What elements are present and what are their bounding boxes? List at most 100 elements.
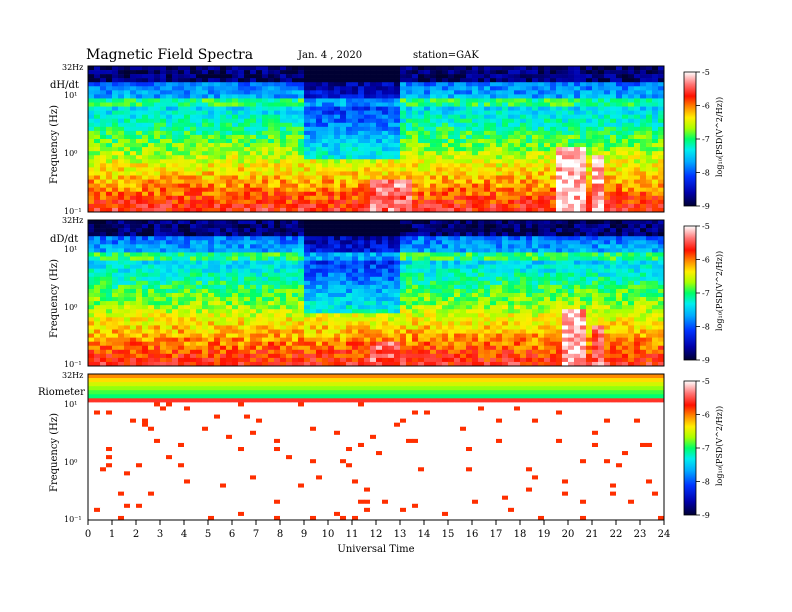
heatmap-cell [622,199,629,205]
heatmap-cell [472,268,479,274]
heatmap-cell [388,280,395,286]
heatmap-cell [196,224,203,229]
heatmap-cell [412,139,419,144]
heatmap-cell [478,82,485,87]
heatmap-cell [538,114,545,120]
heatmap-cell [100,183,107,188]
heatmap-cell [550,171,557,176]
heatmap-cell [394,224,401,229]
heatmap-cell [136,199,143,205]
heatmap-cell [418,248,425,253]
heatmap-cell [136,171,143,176]
heatmap-cell [634,167,641,172]
heatmap-cell [466,199,473,205]
heatmap-cell [448,118,455,124]
heatmap-cell [310,147,317,152]
heatmap-cell [418,94,425,99]
heatmap-cell [280,159,287,164]
heatmap-cell [232,143,239,148]
heatmap-cell [274,248,281,253]
heatmap-cell [256,236,263,241]
heatmap-cell [298,82,305,87]
heatmap-cell [394,228,401,233]
heatmap-cell [172,199,179,205]
heatmap-cell [88,70,95,75]
heatmap-cell [574,66,581,71]
heatmap-cell [178,122,185,128]
heatmap-cell [538,66,545,71]
heatmap-cell [268,240,275,245]
heatmap-cell [292,280,299,286]
heatmap-cell [574,167,581,172]
heatmap-cell [346,256,353,261]
heatmap-cell [256,106,263,111]
heatmap-cell [178,207,185,213]
heatmap-cell [448,106,455,111]
heatmap-cell [172,94,179,99]
heatmap-cell [208,183,215,188]
heatmap-cell [298,134,305,140]
heatmap-cell [526,264,533,269]
heatmap-cell [586,70,593,75]
heatmap-cell [520,90,527,95]
heatmap-cell [160,207,167,213]
heatmap-cell [430,78,437,83]
heatmap-cell [424,272,431,278]
heatmap-cell [220,220,227,225]
heatmap-cell [292,183,299,188]
heatmap-cell [412,70,419,75]
heatmap-cell [100,256,107,261]
heatmap-cell [628,122,635,128]
heatmap-cell [316,102,323,107]
heatmap-cell [508,147,515,152]
heatmap-cell [454,195,461,201]
heatmap-cell [268,159,275,164]
heatmap-cell [148,171,155,176]
heatmap-cell [250,248,257,253]
heatmap-cell [490,260,497,265]
heatmap-cell [460,179,467,184]
heatmap-cell [562,66,569,71]
heatmap-cell [172,90,179,95]
heatmap-cell [424,139,431,144]
heatmap-cell [352,179,359,184]
heatmap-cell [490,256,497,261]
heatmap-cell [208,122,215,128]
heatmap-cell [526,143,533,148]
heatmap-cell [124,256,131,261]
heatmap-cell [490,102,497,107]
heatmap-cell [142,159,149,164]
heatmap-cell [190,151,197,156]
heatmap-cell [334,167,341,172]
heatmap-cell [610,272,617,278]
heatmap-cell [316,122,323,128]
heatmap-cell [196,139,203,144]
heatmap-cell [244,163,251,168]
heatmap-cell [580,94,587,99]
heatmap-cell [322,102,329,107]
heatmap-cell [394,179,401,184]
heatmap-cell [136,191,143,197]
heatmap-cell [352,175,359,180]
heatmap-cell [574,171,581,176]
heatmap-cell [550,94,557,99]
heatmap-cell [418,236,425,241]
heatmap-cell [574,236,581,241]
heatmap-cell [592,256,599,261]
heatmap-cell [412,187,419,193]
heatmap-cell [190,276,197,282]
heatmap-cell [400,276,407,282]
heatmap-cell [394,102,401,107]
heatmap-cell [94,130,101,136]
heatmap-cell [214,248,221,253]
heatmap-cell [424,179,431,184]
heatmap-cell [514,155,521,160]
heatmap-cell [202,151,209,156]
heatmap-cell [136,126,143,132]
heatmap-cell [160,191,167,197]
heatmap-cell [514,110,521,115]
heatmap-cell [382,66,389,71]
heatmap-cell [94,155,101,160]
heatmap-cell [448,78,455,83]
heatmap-cell [262,232,269,237]
